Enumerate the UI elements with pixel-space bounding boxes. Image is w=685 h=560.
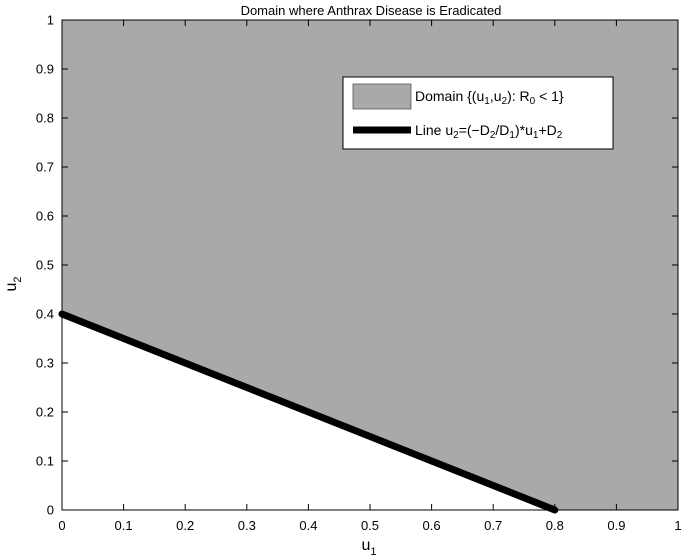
x-axis-ticks: 0 0.1 0.2 0.3 0.4 0.5 0.6 0.7 0.8 0.9 1 [58,20,682,533]
x-tick-label: 0.8 [546,518,564,533]
x-tick-label: 0.1 [115,518,133,533]
x-tick-label: 0.4 [299,518,317,533]
subscript: 2 [557,130,563,141]
y-tick-label: 0.9 [36,62,54,77]
legend-line-label: Line u2=(−D2/D1)*u1+D2 [415,122,563,141]
y-tick-label: 0.1 [36,454,54,469]
y-axis-ticks: 0 0.1 0.2 0.3 0.4 0.5 0.6 0.7 0.8 0.9 1 [36,13,678,518]
x-axis-label: u1 [361,537,376,558]
label-text: ): R [507,88,530,104]
x-tick-label: 0.7 [484,518,502,533]
subscript: 1 [509,130,515,141]
subscript: 2 [502,96,508,107]
x-tick-label: 0 [58,518,65,533]
label-text: =(−D [459,122,490,138]
legend: Domain {(u1,u2): R0 < 1}Line u2=(−D2/D1)… [342,76,614,150]
y-tick-label: 0.7 [36,160,54,175]
x-tick-label: 0.2 [176,518,194,533]
y-tick-label: 0.2 [36,405,54,420]
subscript: 2 [490,130,496,141]
label-text: /D [495,122,509,138]
subscript: 1 [484,96,490,107]
subscript: 0 [530,96,536,107]
y-axis-label: u2 [3,276,24,291]
label-text: Line u [415,122,453,138]
legend-domain-label: Domain {(u1,u2): R0 < 1} [415,88,564,107]
x-tick-label: 1 [674,518,681,533]
label-text: ,u [490,88,502,104]
y-tick-label: 0.8 [36,111,54,126]
label-text: Domain {(u [415,88,484,104]
y-tick-label: 0.5 [36,258,54,273]
subscript: 2 [453,130,459,141]
chart-title: Domain where Anthrax Disease is Eradicat… [241,3,502,18]
x-tick-label: 0.5 [361,518,379,533]
boundary-line [58,310,559,514]
x-tick-label: 0.9 [607,518,625,533]
x-tick-label: 0.6 [423,518,441,533]
subscript: 1 [533,130,539,141]
label-text: < 1} [535,88,564,104]
legend-domain-swatch [352,83,412,110]
y-tick-label: 0.6 [36,209,54,224]
y-tick-label: 0.3 [36,356,54,371]
y-tick-label: 0.4 [36,307,54,322]
y-tick-label: 1 [47,13,54,28]
x-tick-label: 0.3 [238,518,256,533]
label-text: +D [538,122,556,138]
y-tick-label: 0 [47,503,54,518]
label-text: )*u [515,122,533,138]
